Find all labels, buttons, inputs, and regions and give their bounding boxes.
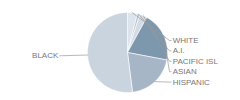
svg-text:HISPANIC: HISPANIC (173, 78, 210, 87)
svg-text:ASIAN: ASIAN (173, 67, 197, 76)
svg-text:PACIFIC ISL: PACIFIC ISL (173, 57, 219, 66)
svg-text:A.I.: A.I. (173, 46, 185, 55)
svg-text:BLACK: BLACK (32, 51, 59, 60)
svg-text:WHITE: WHITE (173, 36, 199, 45)
